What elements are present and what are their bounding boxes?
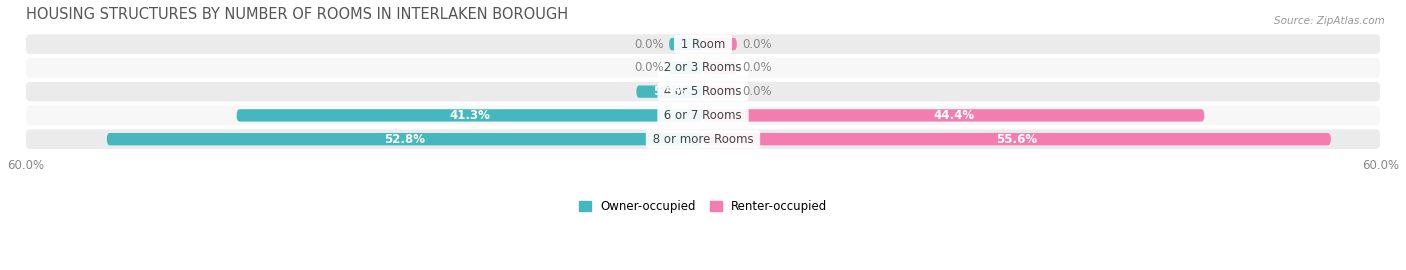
FancyBboxPatch shape xyxy=(669,62,703,74)
Text: 44.4%: 44.4% xyxy=(934,109,974,122)
Text: HOUSING STRUCTURES BY NUMBER OF ROOMS IN INTERLAKEN BOROUGH: HOUSING STRUCTURES BY NUMBER OF ROOMS IN… xyxy=(25,7,568,22)
FancyBboxPatch shape xyxy=(669,38,703,50)
Text: 0.0%: 0.0% xyxy=(634,61,664,74)
Text: 0.0%: 0.0% xyxy=(634,38,664,50)
Text: 8 or more Rooms: 8 or more Rooms xyxy=(648,133,758,146)
Text: 5.9%: 5.9% xyxy=(654,85,686,98)
Text: 41.3%: 41.3% xyxy=(450,109,491,122)
FancyBboxPatch shape xyxy=(25,82,1381,101)
Text: 4 or 5 Rooms: 4 or 5 Rooms xyxy=(661,85,745,98)
FancyBboxPatch shape xyxy=(703,86,737,98)
FancyBboxPatch shape xyxy=(703,62,737,74)
FancyBboxPatch shape xyxy=(25,129,1381,149)
FancyBboxPatch shape xyxy=(703,38,737,50)
Text: 0.0%: 0.0% xyxy=(742,61,772,74)
FancyBboxPatch shape xyxy=(703,133,1331,145)
Legend: Owner-occupied, Renter-occupied: Owner-occupied, Renter-occupied xyxy=(574,195,832,218)
Text: 0.0%: 0.0% xyxy=(742,38,772,50)
Text: 55.6%: 55.6% xyxy=(997,133,1038,146)
Text: 1 Room: 1 Room xyxy=(676,38,730,50)
Text: 52.8%: 52.8% xyxy=(384,133,426,146)
FancyBboxPatch shape xyxy=(236,109,703,122)
FancyBboxPatch shape xyxy=(25,106,1381,125)
FancyBboxPatch shape xyxy=(25,34,1381,54)
FancyBboxPatch shape xyxy=(703,109,1205,122)
Text: Source: ZipAtlas.com: Source: ZipAtlas.com xyxy=(1274,16,1385,26)
FancyBboxPatch shape xyxy=(637,86,703,98)
Text: 2 or 3 Rooms: 2 or 3 Rooms xyxy=(661,61,745,74)
FancyBboxPatch shape xyxy=(25,58,1381,77)
Text: 0.0%: 0.0% xyxy=(742,85,772,98)
FancyBboxPatch shape xyxy=(107,133,703,145)
Text: 6 or 7 Rooms: 6 or 7 Rooms xyxy=(661,109,745,122)
